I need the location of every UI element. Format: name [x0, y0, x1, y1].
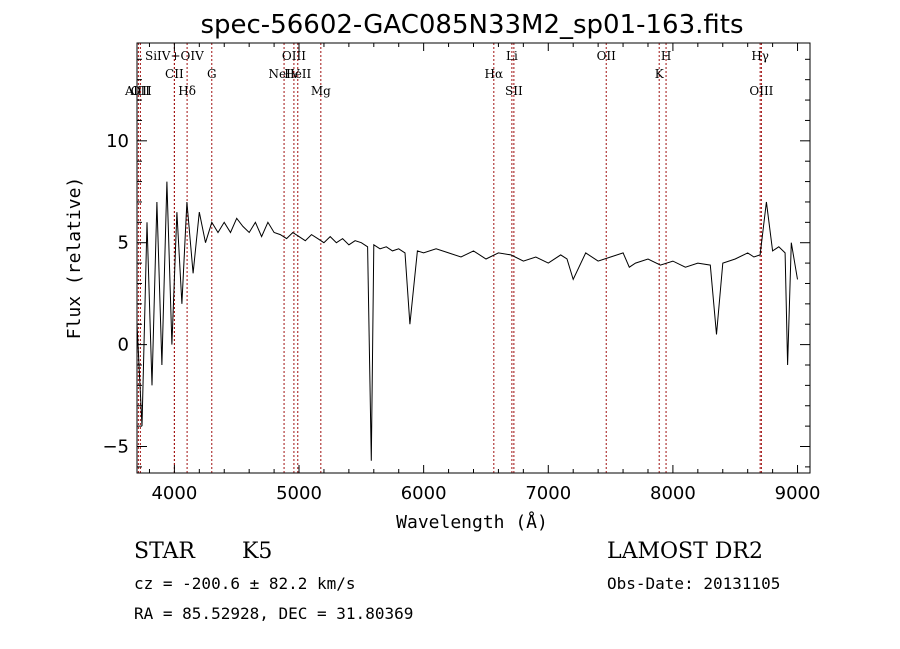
x-tick-label-5: 9000: [775, 483, 821, 504]
line-label-10: Hα: [485, 67, 504, 81]
line-label-16: Hγ: [751, 49, 769, 63]
y-axis-label: Flux (relative): [64, 177, 85, 340]
line-label-9: Mg: [311, 84, 331, 98]
axis-ticks: 4000 5000 6000 7000 8000 9000 −5 0 5 10: [102, 43, 820, 504]
line-label-3: CII: [165, 67, 184, 81]
line-label-0: AlIII: [124, 84, 152, 98]
object-class: STAR: [134, 539, 195, 564]
coordinates-readout: RA = 85.52928, DEC = 31.80369: [134, 604, 414, 623]
survey-name: LAMOST DR2: [607, 539, 763, 564]
flux-line-0: [136, 181, 798, 461]
observation-date: Obs-Date: 20131105: [607, 574, 781, 593]
x-tick-label-1: 5000: [276, 483, 322, 504]
x-tick-label-4: 8000: [650, 483, 696, 504]
line-label-12: SII: [505, 84, 523, 98]
flux-series: [136, 181, 798, 461]
line-label-14: K: [655, 67, 665, 81]
x-axis-label: Wavelength (Å): [396, 511, 548, 533]
line-label-15: H: [661, 49, 671, 63]
plot-frame: [136, 42, 811, 474]
line-label-11: Li: [506, 49, 518, 63]
chart-title: spec-56602-GAC085N33M2_sp01-163.fits: [200, 10, 743, 40]
line-label-6: NeIV: [269, 67, 300, 81]
line-label-8: HeII: [284, 67, 311, 81]
y-tick-label-2: 5: [118, 233, 129, 254]
object-subclass: K5: [242, 539, 273, 564]
line-label-7: OIII: [282, 49, 306, 63]
line-label-5: G: [207, 67, 217, 81]
x-tick-label-3: 7000: [525, 483, 571, 504]
x-tick-label-0: 4000: [151, 483, 197, 504]
line-label-4: Hδ: [178, 84, 196, 98]
y-tick-label-0: −5: [102, 437, 129, 458]
y-tick-label-3: 10: [106, 131, 129, 152]
y-tick-label-1: 0: [118, 335, 129, 356]
line-label-1: OII: [131, 84, 151, 98]
line-label-17: OIII: [749, 84, 773, 98]
redshift-readout: cz = -200.6 ± 82.2 km/s: [134, 574, 356, 593]
x-tick-label-2: 6000: [401, 483, 447, 504]
line-label-13: OII: [597, 49, 617, 63]
